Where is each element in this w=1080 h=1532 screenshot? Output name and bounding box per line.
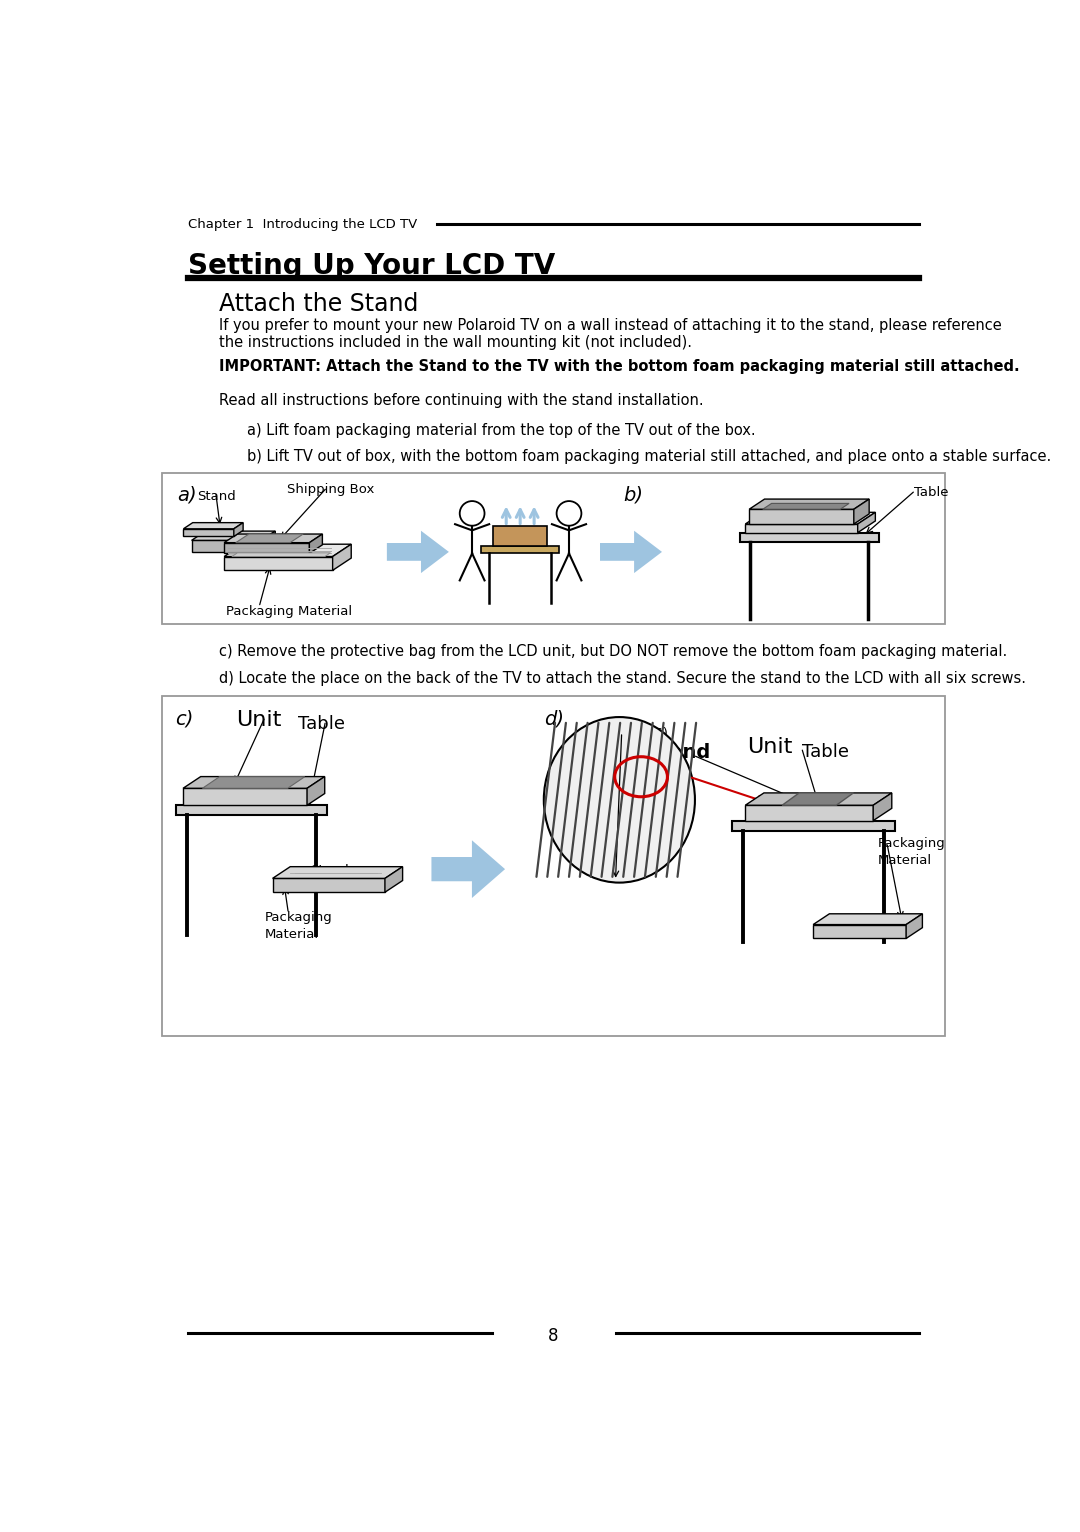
Text: a) Lift foam packaging material from the top of the TV out of the box.: a) Lift foam packaging material from the… — [247, 423, 756, 438]
Polygon shape — [225, 542, 309, 553]
Polygon shape — [874, 794, 892, 821]
Polygon shape — [387, 530, 449, 573]
Bar — [482, 545, 559, 553]
Text: b): b) — [623, 486, 644, 504]
Bar — [740, 533, 879, 542]
Text: d) Locate the place on the back of the TV to attach the stand. Secure the stand : d) Locate the place on the back of the T… — [218, 671, 1026, 686]
Bar — [732, 821, 894, 830]
Polygon shape — [225, 535, 323, 542]
Polygon shape — [184, 529, 233, 536]
Polygon shape — [745, 512, 876, 524]
Text: Table: Table — [298, 715, 345, 734]
Text: Stand: Stand — [310, 864, 349, 876]
Polygon shape — [384, 867, 403, 892]
Text: Screws (6): Screws (6) — [598, 728, 669, 740]
Polygon shape — [272, 878, 384, 892]
Text: If you prefer to mount your new Polaroid TV on a wall instead of attaching it to: If you prefer to mount your new Polaroid… — [218, 317, 1001, 332]
Text: d): d) — [544, 709, 564, 729]
Bar — [162, 696, 945, 1036]
Polygon shape — [183, 777, 325, 789]
Polygon shape — [745, 524, 858, 533]
Text: a): a) — [177, 486, 198, 504]
Polygon shape — [233, 522, 243, 536]
Text: Table: Table — [801, 743, 849, 761]
Polygon shape — [782, 794, 853, 806]
Polygon shape — [745, 794, 892, 806]
Text: Attach the Stand: Attach the Stand — [218, 291, 418, 316]
Polygon shape — [191, 541, 261, 552]
Text: c): c) — [175, 709, 193, 729]
Polygon shape — [813, 925, 906, 939]
Bar — [176, 806, 327, 815]
Text: Chapter 1  Introducing the LCD TV: Chapter 1 Introducing the LCD TV — [188, 219, 417, 231]
Text: the instructions included in the wall mounting kit (not included).: the instructions included in the wall mo… — [218, 336, 691, 349]
Text: IMPORTANT: Attach the Stand to the TV with the bottom foam packaging material st: IMPORTANT: Attach the Stand to the TV wi… — [218, 360, 1020, 374]
Text: Read all instructions before continuing with the stand installation.: Read all instructions before continuing … — [218, 394, 703, 409]
Polygon shape — [272, 867, 403, 878]
Polygon shape — [261, 532, 275, 552]
Polygon shape — [750, 499, 869, 509]
Polygon shape — [225, 544, 351, 556]
Circle shape — [460, 501, 485, 525]
Text: Stand: Stand — [647, 743, 711, 761]
Polygon shape — [431, 840, 505, 898]
Text: Table: Table — [914, 486, 948, 499]
Polygon shape — [191, 532, 275, 541]
Text: Unit: Unit — [747, 737, 793, 757]
Polygon shape — [333, 544, 351, 570]
Text: b) Lift TV out of box, with the bottom foam packaging material still attached, a: b) Lift TV out of box, with the bottom f… — [247, 449, 1052, 464]
Polygon shape — [745, 806, 874, 821]
Text: Setting Up Your LCD TV: Setting Up Your LCD TV — [188, 251, 555, 280]
Text: Stand: Stand — [197, 490, 235, 502]
Polygon shape — [858, 512, 876, 533]
Polygon shape — [183, 789, 307, 806]
Text: Packaging
Material: Packaging Material — [266, 910, 333, 941]
Polygon shape — [762, 504, 849, 509]
Text: 8: 8 — [549, 1327, 558, 1345]
Text: Packaging
Material: Packaging Material — [877, 836, 945, 867]
Polygon shape — [225, 556, 333, 570]
Circle shape — [556, 501, 581, 525]
Polygon shape — [202, 777, 305, 789]
Text: Packaging Material: Packaging Material — [227, 605, 352, 617]
Text: Unit: Unit — [235, 709, 281, 729]
Polygon shape — [235, 535, 303, 542]
Polygon shape — [307, 777, 325, 806]
Polygon shape — [854, 499, 869, 524]
Text: Shipping Box: Shipping Box — [287, 483, 375, 495]
Polygon shape — [906, 913, 922, 939]
Polygon shape — [309, 535, 323, 553]
Polygon shape — [750, 509, 854, 524]
Bar — [162, 472, 945, 624]
Bar — [494, 527, 548, 545]
Polygon shape — [184, 522, 243, 529]
Polygon shape — [600, 530, 662, 573]
Polygon shape — [232, 553, 330, 556]
Text: c) Remove the protective bag from the LCD unit, but DO NOT remove the bottom foa: c) Remove the protective bag from the LC… — [218, 643, 1007, 659]
Polygon shape — [813, 913, 922, 925]
Ellipse shape — [544, 717, 694, 882]
